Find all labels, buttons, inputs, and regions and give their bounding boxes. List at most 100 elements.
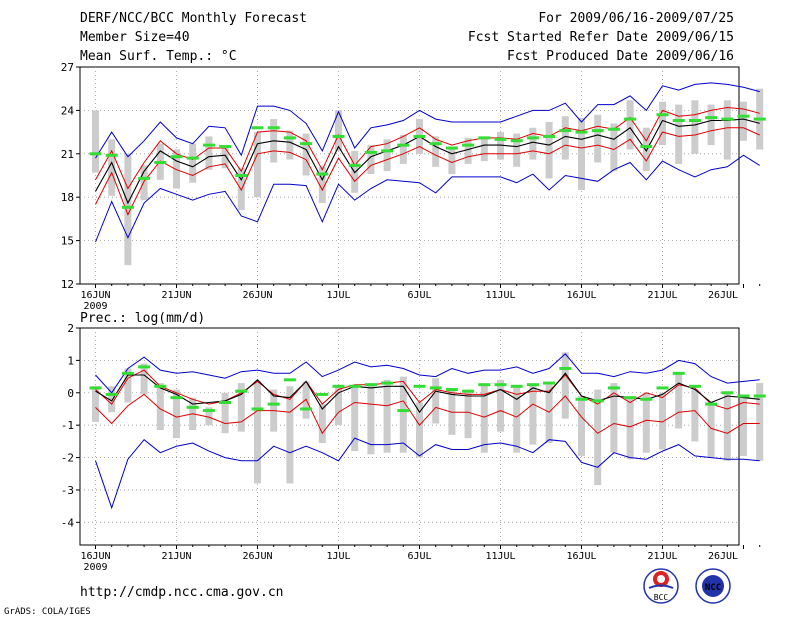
- spread-bar: [513, 386, 521, 453]
- spread-bar: [351, 384, 359, 452]
- median-marker: [121, 205, 134, 209]
- spread-bar: [610, 383, 618, 453]
- x-tick-label: 21JUL: [647, 290, 677, 301]
- median-marker: [624, 117, 637, 121]
- spread-bar: [254, 132, 261, 198]
- x-tick-label: 11JUL: [485, 290, 515, 301]
- spread-bar: [740, 396, 747, 456]
- median-marker: [413, 384, 426, 388]
- spread-bar: [221, 392, 229, 434]
- median-marker: [219, 145, 232, 149]
- median-marker: [186, 156, 199, 160]
- chart-title: DERF/NCC/BCC Monthly Forecast: [80, 11, 307, 26]
- y-tick-label: 15: [61, 235, 74, 248]
- member-size: Member Size=40: [80, 30, 190, 45]
- median-marker: [640, 397, 653, 401]
- spread-bar: [545, 121, 553, 179]
- spread-bar: [399, 134, 407, 164]
- median-marker: [186, 405, 199, 409]
- median-marker: [607, 127, 620, 131]
- spread-bar: [545, 384, 553, 443]
- median-marker: [591, 399, 604, 403]
- series-line-lower: [95, 393, 760, 435]
- median-marker: [705, 116, 718, 120]
- median-marker: [348, 163, 361, 167]
- spread-bar: [626, 100, 634, 150]
- spread-bar: [286, 386, 294, 484]
- median-marker: [543, 134, 556, 138]
- spread-bar: [335, 110, 342, 151]
- median-marker: [607, 386, 620, 390]
- median-marker: [364, 150, 377, 154]
- median-marker: [283, 136, 296, 140]
- spread-bar: [610, 123, 618, 172]
- spread-bar: [626, 397, 634, 460]
- spread-bar: [318, 166, 326, 203]
- y-tick-label: 0: [67, 387, 74, 400]
- median-marker: [348, 384, 361, 388]
- spread-bar: [432, 136, 440, 167]
- median-marker: [121, 371, 134, 375]
- median-marker: [526, 383, 539, 387]
- x-tick-label: 21JUL: [647, 551, 677, 562]
- median-marker: [559, 366, 572, 370]
- median-marker: [445, 146, 458, 150]
- median-marker: [445, 388, 458, 392]
- median-marker: [219, 400, 232, 404]
- panel-title: Prec.: log(mm/d): [80, 311, 205, 326]
- y-tick-label: -1: [61, 419, 74, 432]
- spread-bar: [173, 389, 180, 439]
- median-marker: [737, 114, 750, 118]
- median-marker: [624, 396, 637, 400]
- median-marker: [656, 113, 669, 117]
- spread-bar: [189, 143, 197, 183]
- median-marker: [526, 136, 539, 140]
- spread-bar: [594, 114, 602, 163]
- spread-bar: [707, 104, 715, 146]
- median-marker: [575, 130, 588, 134]
- median-marker: [656, 386, 669, 390]
- bcc-logo-text: BCC: [654, 593, 669, 602]
- spread-bar: [335, 386, 342, 426]
- median-marker: [510, 139, 523, 143]
- plot-frame: [79, 327, 740, 546]
- median-marker: [478, 383, 491, 387]
- y-tick-label: 18: [61, 191, 74, 204]
- spread-bar: [173, 149, 180, 189]
- median-marker: [138, 176, 151, 180]
- median-marker: [753, 394, 766, 398]
- median-marker: [672, 371, 685, 375]
- median-marker: [721, 117, 734, 121]
- y-tick-label: -4: [61, 516, 75, 529]
- spread-bar: [464, 137, 472, 164]
- median-marker: [154, 384, 167, 388]
- spread-bar: [691, 389, 699, 442]
- spread-bar: [124, 153, 132, 266]
- median-marker: [105, 392, 118, 396]
- forecast-period: For 2009/06/16-2009/07/25: [538, 11, 734, 26]
- median-marker: [89, 386, 102, 390]
- median-marker: [316, 392, 329, 396]
- median-marker: [170, 396, 183, 400]
- spread-bar: [140, 165, 148, 201]
- spread-bar: [561, 116, 569, 160]
- x-tick-label: 6JUL: [407, 290, 431, 301]
- x-tick-label: 11JUL: [485, 551, 515, 562]
- spread-bar: [302, 133, 310, 176]
- series-line-max: [95, 82, 760, 159]
- series-line-lower: [95, 127, 760, 216]
- median-marker: [672, 119, 685, 123]
- median-marker: [154, 160, 167, 164]
- series-line-min: [95, 437, 760, 510]
- started-date: Fcst Started Refer Date 2009/06/15: [467, 30, 734, 45]
- spread-bar: [480, 136, 488, 162]
- spread-bar: [659, 101, 666, 146]
- median-marker: [510, 384, 523, 388]
- x-tick-sublabel: 2009: [83, 301, 107, 312]
- spread-bar: [513, 133, 521, 167]
- median-marker: [267, 126, 280, 130]
- spread-bar: [108, 386, 116, 413]
- spread-bar: [416, 402, 423, 458]
